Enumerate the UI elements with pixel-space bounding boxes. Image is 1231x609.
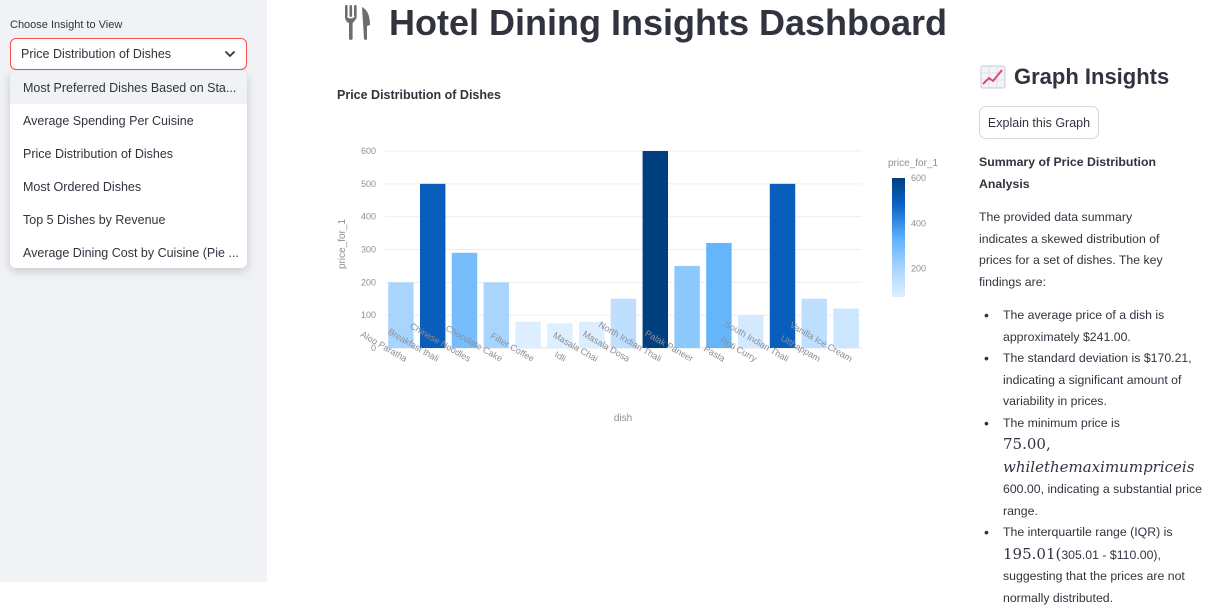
- x-axis-title: dish: [614, 413, 632, 424]
- bar: [578, 321, 605, 348]
- insight-bullet-max-text: 600.00, indicating a substantial price r…: [1003, 482, 1202, 518]
- graph-insights-heading: Graph Insights: [980, 64, 1169, 90]
- y-axis-title: price_for_1: [337, 219, 348, 269]
- bar: [706, 242, 732, 348]
- insights-list: The average price of a dish is approxima…: [979, 305, 1224, 609]
- insight-bullet-min-text: The minimum price is: [1003, 415, 1120, 430]
- chevron-down-icon: [225, 51, 235, 57]
- bar: [547, 323, 573, 348]
- colorbar-tick-label: 400: [911, 218, 926, 228]
- y-tick-label: 200: [361, 277, 376, 287]
- graph-insights-title: Graph Insights: [1014, 64, 1170, 89]
- bar: [483, 282, 510, 348]
- insights-summary-title: Summary of Price Distribution Analysis: [979, 155, 1156, 191]
- explain-graph-button[interactable]: Explain this Graph: [979, 106, 1099, 139]
- insight-math-min-italic: whilethemaximumpriceis: [1003, 457, 1195, 476]
- bar: [642, 151, 669, 348]
- insight-select[interactable]: Price Distribution of Dishes: [10, 38, 247, 70]
- sidebar: Choose Insight to View Price Distributio…: [0, 0, 267, 582]
- bar: [388, 282, 414, 348]
- y-tick-label: 100: [361, 310, 376, 320]
- bar: [801, 298, 828, 348]
- insight-select-label: Choose Insight to View: [10, 19, 123, 31]
- dropdown-option-preferred-dishes[interactable]: Most Preferred Dishes Based on Sta...: [10, 71, 247, 104]
- insight-bullet-min-max: The minimum price is 75.00, whilethemaxi…: [979, 413, 1224, 523]
- bar: [610, 298, 637, 348]
- insight-dropdown-menu: Most Preferred Dishes Based on Sta... Av…: [10, 71, 247, 268]
- y-tick-label: 400: [361, 212, 376, 222]
- insight-bullet-iqr-range: 305.01 - $110.00),: [1061, 547, 1161, 562]
- y-tick-label: 0: [371, 343, 376, 353]
- insight-math-iqr: 195.01(: [1003, 544, 1062, 563]
- bar: [833, 308, 859, 348]
- colorbar: [892, 178, 905, 297]
- bar: [451, 252, 478, 348]
- bar: [737, 315, 764, 348]
- insights-intro: The provided data summary indicates a sk…: [979, 210, 1163, 289]
- chart-title: Price Distribution of Dishes: [337, 88, 501, 102]
- insights-text: Summary of Price Distribution Analysis T…: [979, 152, 1224, 609]
- y-tick-label: 300: [361, 245, 376, 255]
- insight-bullet-average: The average price of a dish is approxima…: [979, 305, 1224, 348]
- chart-increasing-icon: [980, 65, 1006, 89]
- insight-math-min-num: 75.00,: [1003, 435, 1051, 453]
- insight-bullet-iqr-text: The interquartile range (IQR) is: [1003, 525, 1173, 539]
- y-tick-label: 500: [361, 179, 376, 189]
- bar: [674, 265, 700, 348]
- bar: [769, 183, 796, 348]
- x-tick-label: Idli: [553, 349, 568, 363]
- colorbar-tick-label: 600: [911, 173, 926, 183]
- bar: [419, 183, 446, 348]
- insight-bullet-average-text: The average price of a dish is approxima…: [1003, 308, 1165, 344]
- insight-bullet-stddev-text: The standard deviation is $170.21, indic…: [1003, 351, 1192, 408]
- y-tick-label: 600: [361, 146, 376, 156]
- colorbar-tick-label: 200: [911, 264, 926, 274]
- fork-knife-icon: [345, 5, 370, 40]
- insight-math-min: 75.00, whilethemaximumpriceis: [1003, 435, 1194, 476]
- insight-bullet-stddev: The standard deviation is $170.21, indic…: [979, 348, 1224, 413]
- insight-select-value: Price Distribution of Dishes: [21, 47, 172, 61]
- insight-bullet-iqr-conclusion: suggesting that the prices are not norma…: [1003, 569, 1185, 605]
- insight-bullet-iqr: The interquartile range (IQR) is 195.01(…: [979, 522, 1224, 609]
- bar: [515, 321, 541, 348]
- colorbar-title: price_for_1: [888, 158, 938, 169]
- page-title: Hotel Dining Insights Dashboard: [343, 2, 947, 44]
- page-title-text: Hotel Dining Insights Dashboard: [389, 2, 948, 43]
